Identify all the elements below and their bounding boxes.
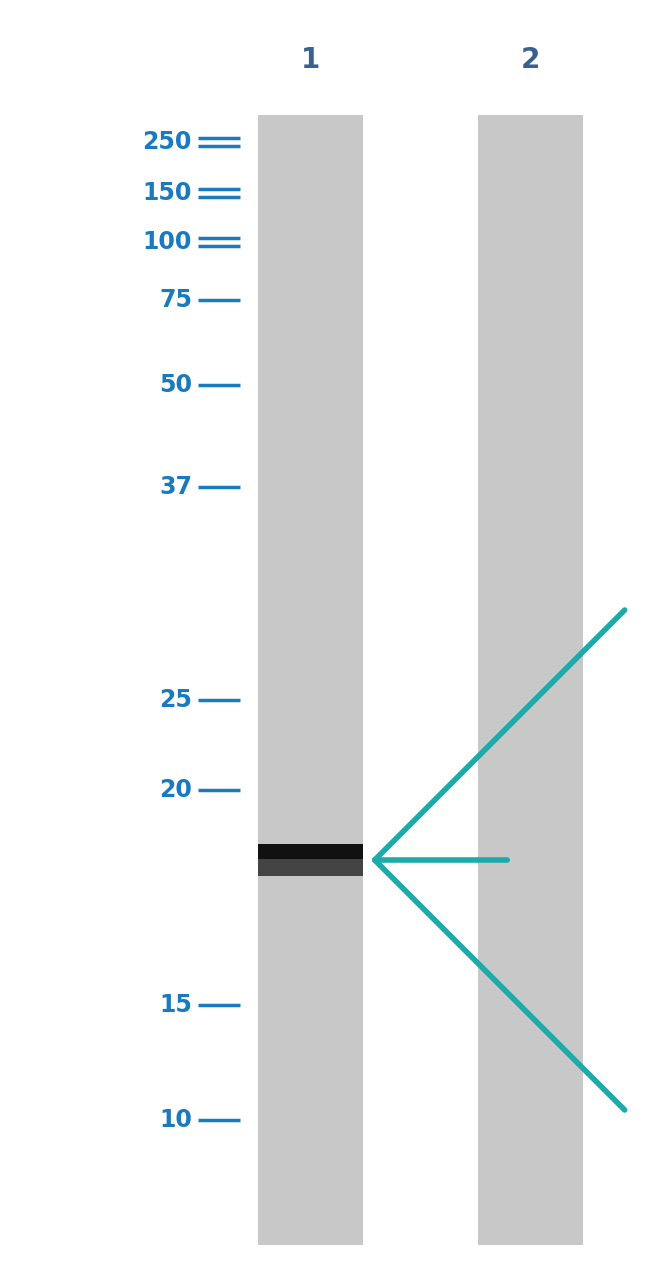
Text: 15: 15 xyxy=(159,993,192,1017)
Bar xyxy=(257,116,363,1245)
Text: 37: 37 xyxy=(159,475,192,499)
Text: 20: 20 xyxy=(159,779,192,801)
Text: 50: 50 xyxy=(159,373,192,398)
Text: 100: 100 xyxy=(142,230,192,254)
Text: 10: 10 xyxy=(159,1107,192,1132)
Text: 2: 2 xyxy=(520,46,540,74)
Text: 75: 75 xyxy=(159,288,192,312)
Bar xyxy=(257,843,363,860)
Bar xyxy=(257,860,363,876)
Text: 150: 150 xyxy=(142,182,192,204)
Bar xyxy=(478,116,582,1245)
Text: 250: 250 xyxy=(142,130,192,154)
Text: 25: 25 xyxy=(159,688,192,712)
Text: 1: 1 xyxy=(300,46,320,74)
